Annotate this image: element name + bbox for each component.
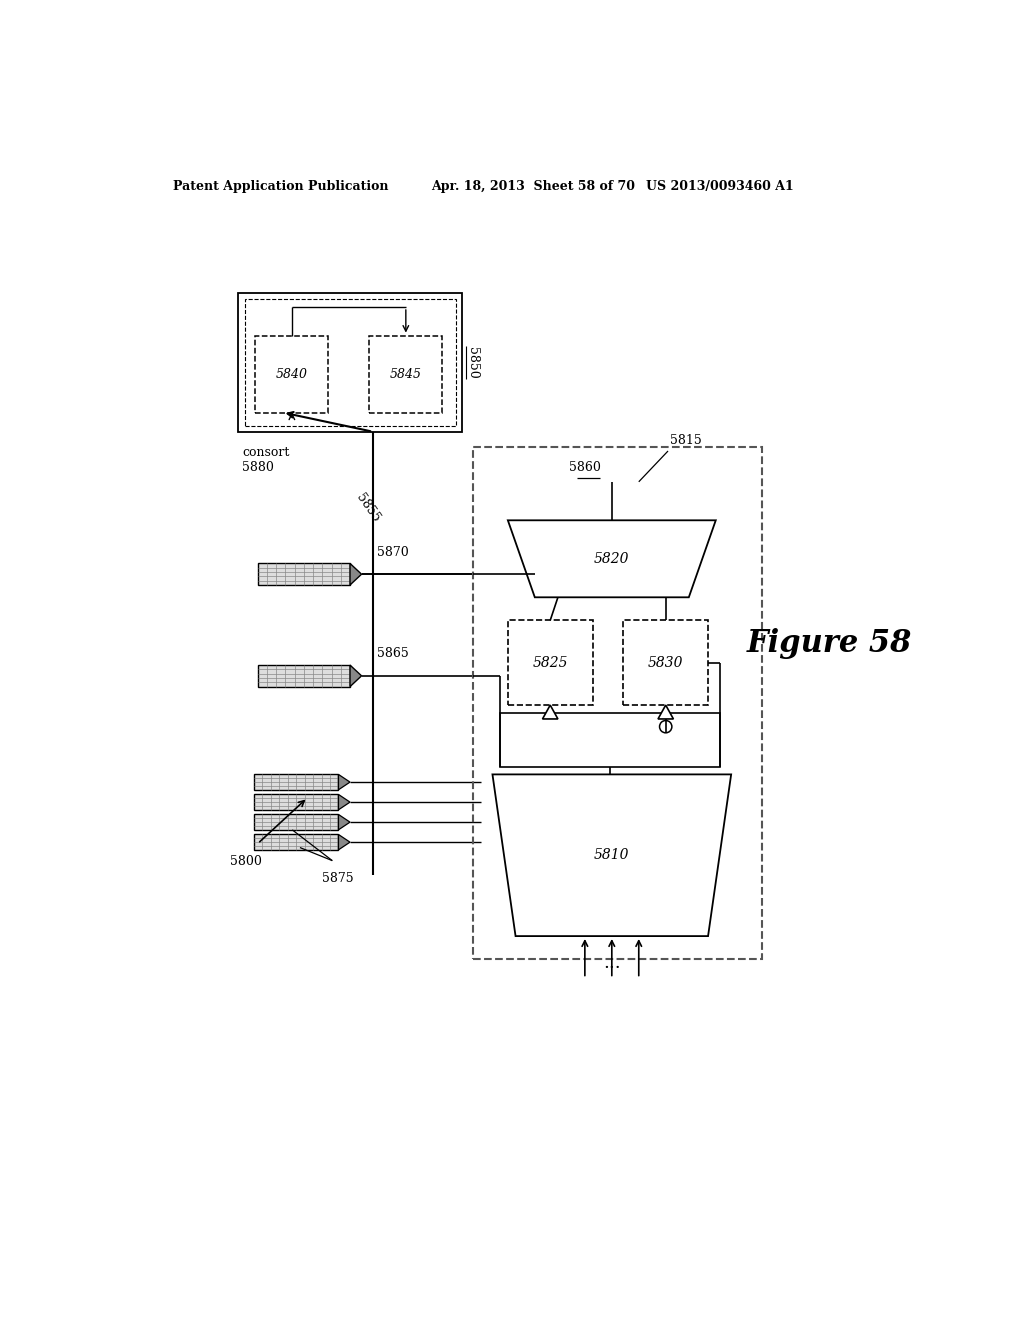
Polygon shape <box>493 775 731 936</box>
Bar <box>370 335 442 412</box>
Text: Figure 58: Figure 58 <box>746 628 912 659</box>
Text: US 2013/0093460 A1: US 2013/0093460 A1 <box>646 180 795 193</box>
Polygon shape <box>543 705 558 719</box>
Text: consort
5880: consort 5880 <box>243 446 290 474</box>
Text: 5800: 5800 <box>230 855 262 869</box>
Polygon shape <box>350 564 361 585</box>
Bar <box>254 834 339 850</box>
Bar <box>254 795 339 810</box>
Bar <box>624 620 708 705</box>
Text: 5830: 5830 <box>648 656 683 669</box>
Text: Apr. 18, 2013  Sheet 58 of 70: Apr. 18, 2013 Sheet 58 of 70 <box>431 180 635 193</box>
Polygon shape <box>350 665 361 686</box>
Bar <box>258 665 350 686</box>
Polygon shape <box>508 520 716 598</box>
Text: 5845: 5845 <box>390 367 422 380</box>
Text: Patent Application Publication: Patent Application Publication <box>173 180 388 193</box>
Bar <box>245 300 456 425</box>
Polygon shape <box>339 795 350 810</box>
Polygon shape <box>658 705 674 719</box>
Bar <box>473 447 762 960</box>
Polygon shape <box>339 814 350 830</box>
Bar <box>508 620 593 705</box>
Text: ...: ... <box>603 954 621 972</box>
Bar <box>239 293 462 432</box>
Text: 5825: 5825 <box>532 656 568 669</box>
Text: 5820: 5820 <box>594 552 630 566</box>
Bar <box>500 713 720 767</box>
Bar <box>254 814 339 830</box>
Text: 5815: 5815 <box>670 434 701 447</box>
Text: 5875: 5875 <box>322 873 353 886</box>
Text: 5870: 5870 <box>377 545 409 558</box>
Text: 5865: 5865 <box>377 647 409 660</box>
Bar <box>255 335 329 412</box>
Polygon shape <box>339 775 350 789</box>
Bar <box>254 775 339 789</box>
Polygon shape <box>339 834 350 850</box>
Text: 5840: 5840 <box>275 367 308 380</box>
Bar <box>258 564 350 585</box>
Text: 5860: 5860 <box>569 461 601 474</box>
Text: 5855: 5855 <box>354 491 383 524</box>
Text: 5850: 5850 <box>466 347 479 379</box>
Text: 5810: 5810 <box>594 849 630 862</box>
